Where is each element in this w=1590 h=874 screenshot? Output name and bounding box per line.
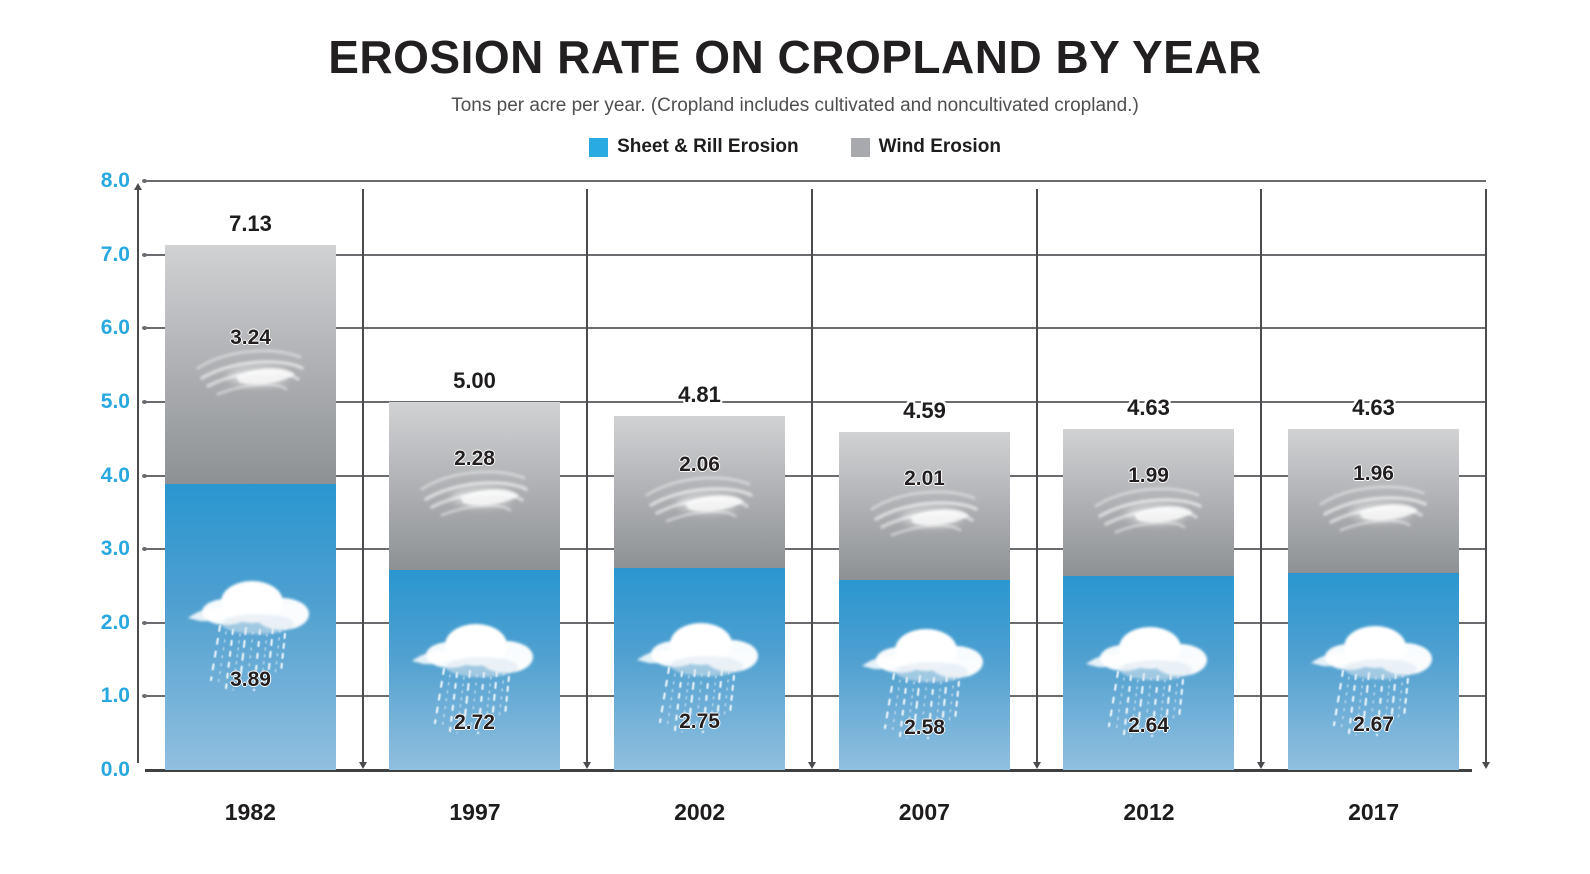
total-value-2002: 4.81 (678, 382, 721, 407)
bar-2002: 2.06 (614, 416, 785, 770)
total-value-1997: 5.00 (453, 368, 496, 393)
wind-erosion-segment-1997: 2.28 (389, 402, 560, 570)
sheet-rill-value-2012: 2.64 (1128, 714, 1169, 737)
sheet-rill-value-2017: 2.67 (1353, 712, 1394, 736)
grid-line-1.0 (142, 694, 1486, 699)
wind-value-2017: 1.96 (1353, 462, 1394, 485)
wind-value-2007: 2.01 (904, 467, 945, 490)
x-axis-label-2017: 2017 (1348, 799, 1400, 825)
rain-cloud-icon (1299, 607, 1449, 739)
y-axis-line (134, 183, 142, 763)
right-axis-line-arrow (1482, 762, 1490, 769)
page-title: EROSION RATE ON CROPLAND BY YEAR (328, 31, 1262, 83)
y-axis-tick-3.0: 3.0 (100, 537, 130, 561)
panel-divider-1-arrow (358, 762, 367, 769)
x-axis-label-1982: 1982 (224, 799, 276, 825)
grid-line-2.0 (142, 620, 1486, 625)
bar-2007: 2.01 (839, 432, 1010, 770)
wind-erosion-segment-2002: 2.06 (614, 416, 785, 568)
wind-swatch-icon (850, 137, 870, 157)
bar-1982: 3.24 (165, 245, 336, 770)
panel-divider-2-arrow (583, 762, 592, 769)
y-axis-tick-0.0: 0.0 (100, 758, 130, 781)
grid-line-6.0 (142, 326, 1486, 331)
grid-line-3.0 (142, 547, 1486, 552)
sheet-rill-segment-2007: 2.58 (839, 580, 1010, 770)
total-value-2012: 4.63 (1127, 395, 1170, 420)
grid-line-8.0 (142, 179, 1486, 183)
wind-icon (416, 457, 534, 525)
wind-value-1982: 3.24 (230, 325, 271, 349)
panel-divider-4 (1032, 189, 1041, 769)
rain-cloud-icon (400, 605, 550, 737)
legend-label-wind: Wind Erosion (878, 136, 1001, 157)
wind-erosion-segment-2017: 1.96 (1288, 429, 1459, 573)
panel-divider-5 (1257, 189, 1266, 769)
wind-value-2002: 2.06 (679, 453, 720, 476)
rain-cloud-icon (625, 604, 775, 736)
rain-cloud-icon (176, 562, 326, 694)
x-axis-label-2012: 2012 (1123, 799, 1175, 825)
panel-divider-2 (583, 189, 592, 769)
wind-erosion-segment-2012: 1.99 (1063, 429, 1234, 576)
sheet-rill-value-2007: 2.58 (904, 716, 945, 739)
chart-subtitle: Tons per acre per year. (Cropland includ… (451, 95, 1139, 116)
bar-2017: 1.96 (1288, 429, 1459, 770)
total-value-1982: 7.13 (229, 211, 272, 236)
x-axis-label-1997: 1997 (449, 799, 501, 825)
legend: Sheet & Rill Erosion Wind Erosion (0, 136, 1590, 158)
grid-line-7.0 (142, 252, 1486, 257)
sheet-rill-segment-2012: 2.64 (1063, 576, 1234, 770)
wind-icon (641, 463, 759, 531)
panel-divider-4-arrow (1032, 762, 1041, 769)
wind-icon (1315, 472, 1433, 540)
bar-1997: 2.28 (389, 402, 560, 770)
grid-line-5.0 (142, 399, 1486, 404)
sheet-rill-value-2002: 2.75 (679, 710, 720, 733)
x-axis-label-2002: 2002 (674, 799, 726, 825)
x-axis-baseline (145, 769, 1472, 772)
rain-cloud-icon (1074, 608, 1224, 740)
y-axis-line-arrow (134, 183, 142, 190)
sheet-rill-swatch-icon (589, 137, 609, 157)
total-value-2007: 4.59 (903, 398, 946, 423)
right-axis-line (1482, 189, 1490, 769)
sheet-rill-segment-2017: 2.67 (1288, 573, 1459, 770)
panel-divider-1 (358, 189, 367, 769)
y-axis-tick-5.0: 5.0 (100, 389, 130, 413)
wind-icon (192, 336, 310, 404)
legend-item-wind: Wind Erosion (850, 136, 1001, 158)
y-axis-tick-8.0: 8.0 (100, 169, 130, 192)
legend-item-sheet-rill: Sheet & Rill Erosion (589, 136, 799, 158)
panel-divider-5-arrow (1257, 762, 1266, 769)
wind-erosion-segment-2007: 2.01 (839, 432, 1010, 580)
y-axis-tick-7.0: 7.0 (100, 242, 130, 266)
y-axis-tick-4.0: 4.0 (100, 463, 130, 487)
y-axis-tick-6.0: 6.0 (100, 316, 130, 340)
panel-divider-3-arrow (808, 762, 816, 769)
wind-erosion-segment-1982: 3.24 (165, 245, 336, 484)
y-axis-tick-1.0: 1.0 (100, 684, 130, 708)
wind-value-1997: 2.28 (454, 447, 495, 470)
x-axis-label-2007: 2007 (898, 799, 950, 825)
sheet-rill-value-1997: 2.72 (454, 711, 495, 734)
sheet-rill-segment-2002: 2.75 (614, 568, 785, 770)
bar-2012: 1.99 (1063, 429, 1234, 770)
wind-icon (866, 477, 984, 545)
panel-divider-3 (808, 189, 816, 769)
legend-label-sheet-rill: Sheet & Rill Erosion (617, 136, 799, 157)
rain-cloud-icon (850, 610, 1000, 742)
sheet-rill-segment-1982: 3.89 (165, 484, 336, 770)
sheet-rill-segment-1997: 2.72 (389, 570, 560, 770)
sheet-rill-value-1982: 3.89 (230, 668, 271, 691)
wind-icon (1090, 474, 1208, 542)
total-value-2017: 4.63 (1352, 395, 1395, 420)
wind-value-2012: 1.99 (1128, 463, 1169, 487)
grid-line-4.0 (142, 473, 1486, 478)
y-axis-tick-2.0: 2.0 (100, 610, 130, 634)
